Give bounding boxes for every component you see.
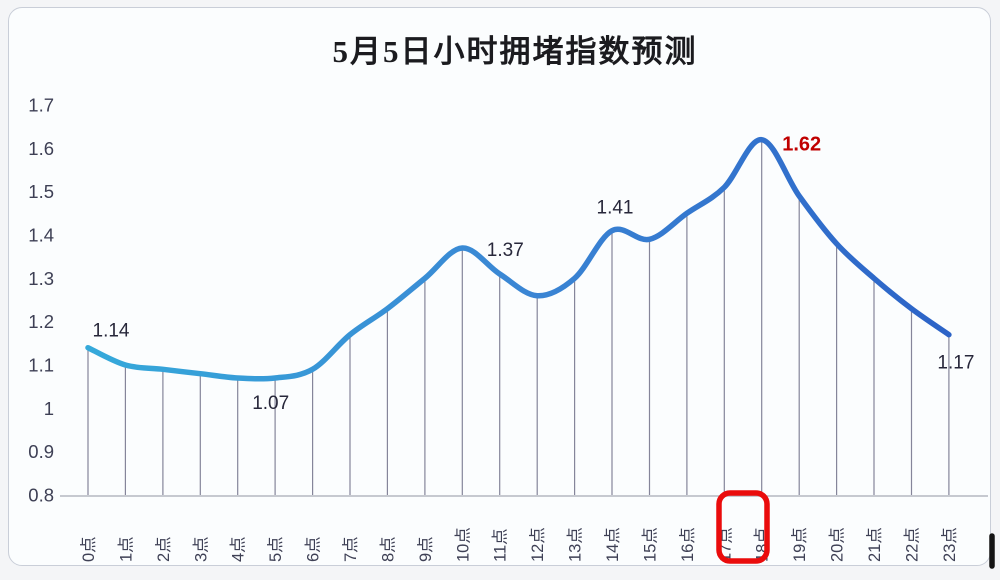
x-tick-label: 3点 xyxy=(191,536,210,562)
x-tick-label: 9点 xyxy=(416,536,435,562)
y-tick-label: 1.4 xyxy=(28,225,54,246)
x-tick-label: 5点 xyxy=(266,536,285,562)
chart-title: 5月5日小时拥堵指数预测 xyxy=(332,34,698,69)
x-tick-label: 14点 xyxy=(603,527,622,562)
y-tick-label: 0.8 xyxy=(28,485,54,506)
x-tick-label: 11点 xyxy=(491,528,510,562)
x-tick-label: 20点 xyxy=(828,527,847,562)
x-tick-label: 1点 xyxy=(116,536,135,562)
x-tick-label: 13点 xyxy=(566,527,585,562)
x-tick-label: 16点 xyxy=(678,527,697,562)
highlight-box-evening-peak xyxy=(716,490,770,564)
y-tick-label: 0.9 xyxy=(28,441,54,462)
x-tick-label: 4点 xyxy=(229,536,248,562)
data-label: 1.14 xyxy=(93,321,130,342)
y-tick-label: 1.2 xyxy=(28,311,54,332)
x-tick-label: 8点 xyxy=(378,536,397,562)
data-label: 1.17 xyxy=(937,353,974,374)
y-tick-label: 1.6 xyxy=(28,138,54,159)
data-label: 1.62 xyxy=(782,134,821,156)
data-label: 1.41 xyxy=(597,198,634,219)
y-tick-label: 1.3 xyxy=(28,268,54,289)
data-label: 1.37 xyxy=(487,240,524,261)
x-tick-label: 7点 xyxy=(341,536,360,562)
data-label: 1.07 xyxy=(252,393,289,414)
y-tick-label: 1.5 xyxy=(28,181,54,202)
x-tick-label: 6点 xyxy=(304,536,323,562)
x-tick-label: 23点 xyxy=(940,527,959,562)
x-tick-label: 21点 xyxy=(865,527,884,562)
x-tick-label: 22点 xyxy=(903,527,922,562)
congestion-line-series xyxy=(85,136,952,382)
x-tick-label: 0点 xyxy=(79,536,98,562)
x-tick-label: 19点 xyxy=(790,527,809,562)
y-tick-label: 1.1 xyxy=(28,355,54,376)
y-tick-label: 1.7 xyxy=(28,95,54,116)
x-tick-label: 12点 xyxy=(528,527,547,562)
x-tick-label: 2点 xyxy=(154,536,173,562)
x-tick-label: 15点 xyxy=(641,527,660,562)
y-tick-label: 1 xyxy=(44,398,54,419)
x-tick-label: 10点 xyxy=(453,527,472,562)
